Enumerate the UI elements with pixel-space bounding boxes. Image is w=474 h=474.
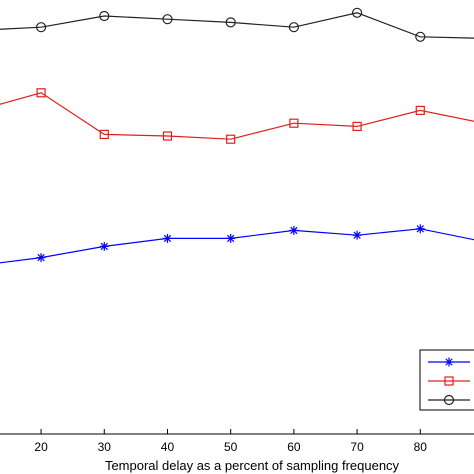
series-1-point-6 [289, 225, 299, 235]
series-1-point-2 [36, 253, 46, 263]
x-axis-label: Temporal delay as a percent of sampling … [105, 458, 400, 473]
x-tick-label-30: 30 [98, 440, 112, 454]
x-tick-label-80: 80 [414, 440, 428, 454]
series-1-point-8 [415, 224, 425, 234]
series-2-point-3 [99, 129, 109, 139]
series-1-point-4 [162, 233, 172, 243]
series-3-point-5 [225, 17, 236, 28]
series-2-point-7 [352, 121, 362, 132]
x-ticks: 20 30 40 50 60 70 80 [34, 429, 427, 454]
series-2-point-6 [289, 118, 299, 128]
plot-area [0, 7, 474, 264]
series-3-point-6 [288, 22, 299, 33]
legend-marker-2 [444, 376, 454, 386]
legend [419, 349, 474, 411]
series-3-point-4 [162, 14, 173, 25]
series-3-point-7 [351, 7, 363, 18]
series-3-line [0, 12, 474, 39]
series-1-point-3 [99, 241, 109, 251]
legend-box [419, 349, 474, 411]
series-2-point-5 [226, 134, 236, 144]
legend-marker-3 [443, 394, 455, 406]
x-tick-label-20: 20 [34, 440, 48, 454]
series-2-point-2 [36, 88, 46, 98]
series-2-point-4 [162, 131, 173, 141]
series-1-point-7 [352, 230, 362, 240]
series-3-point-8 [415, 31, 426, 42]
legend-marker-1 [444, 357, 454, 367]
x-tick-label-50: 50 [224, 440, 238, 454]
series-3-point-2 [35, 22, 47, 33]
x-tick-label-70: 70 [350, 440, 364, 454]
x-tick-label-40: 40 [161, 440, 175, 454]
series-2-line [0, 92, 474, 140]
x-tick-label-60: 60 [287, 440, 301, 454]
series-2-point-8 [415, 105, 425, 116]
series-1-point-5 [226, 233, 236, 243]
series-3-point-3 [99, 10, 110, 22]
